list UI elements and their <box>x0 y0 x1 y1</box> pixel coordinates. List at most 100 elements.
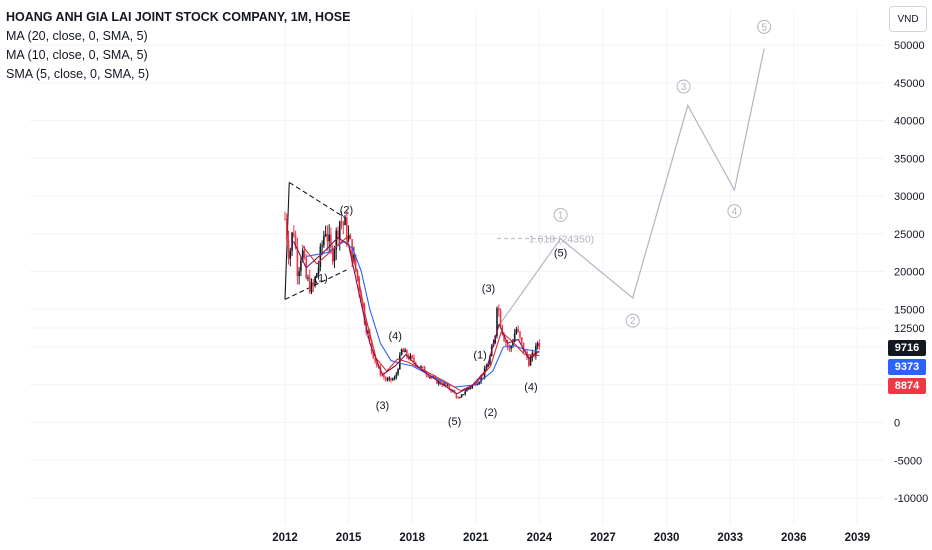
candle-body <box>485 366 488 369</box>
candle-body <box>328 234 330 242</box>
candle-body <box>317 267 320 274</box>
chart-title: HOANG ANH GIA LAI JOINT STOCK COMPANY, 1… <box>6 10 351 24</box>
candle-body <box>314 277 316 286</box>
price-axis: -10000-500005000100001250015000200002500… <box>894 40 928 505</box>
candle-body <box>384 377 387 380</box>
wave-label: (3) <box>482 283 495 295</box>
wave-labels: (2) (1) (4) (3) (5) (3) (1) (2) (4) (5) 1 2 3 4 5 <box>314 19 772 428</box>
candle-body <box>321 245 323 247</box>
candle-body <box>480 377 482 382</box>
candle-body <box>476 383 479 386</box>
candle-body <box>399 354 401 370</box>
x-tick-label: 2027 <box>590 532 616 544</box>
candle-body <box>400 349 403 355</box>
candle-body <box>300 260 302 272</box>
wave-label: (2) <box>340 205 353 217</box>
candle-body <box>285 218 288 241</box>
indicator-sma5-label[interactable]: SMA (5, close, 0, SMA, 5) <box>6 67 150 81</box>
candle-body <box>349 235 352 240</box>
chart-legend: HOANG ANH GIA LAI JOINT STOCK COMPANY, 1… <box>6 8 350 84</box>
candle-body <box>330 234 332 249</box>
chart-grid <box>30 10 884 525</box>
x-tick-label: 2015 <box>336 532 362 544</box>
time-axis: 2012 2015 2018 2021 2024 2027 2030 2033 2036 2039 <box>272 532 870 544</box>
candle-body <box>467 388 470 390</box>
fib-extension-label: 1.618 (24350) <box>529 234 594 246</box>
ma10-value-badge: 8874 <box>888 378 926 394</box>
triangle-upper-line <box>288 181 347 220</box>
wave-label-projected: 5 <box>761 22 767 33</box>
y-tick-label: 50000 <box>894 40 925 52</box>
candle-body <box>287 240 290 259</box>
candle-body <box>510 346 512 349</box>
candle-body <box>482 377 484 379</box>
candle-body <box>372 350 375 359</box>
candle-body <box>429 376 431 378</box>
candle-body <box>446 385 449 387</box>
candle-body <box>528 357 530 366</box>
candle-body <box>448 385 451 390</box>
candle-body <box>471 385 474 388</box>
candle-body <box>298 271 300 277</box>
candle-body <box>301 250 304 261</box>
candle-body <box>418 366 421 368</box>
ma20-line <box>306 240 540 388</box>
indicator-ma10-label[interactable]: MA (10, close, 0, SMA, 5) <box>6 48 148 62</box>
candle-body <box>460 394 463 398</box>
y-tick-label: 30000 <box>894 191 925 203</box>
candle-body <box>455 393 458 398</box>
candle-body <box>459 397 461 399</box>
wave-label-projected: 4 <box>732 207 738 218</box>
candle-body <box>496 308 498 336</box>
candle-body <box>393 377 396 380</box>
candle-body <box>294 236 297 248</box>
candle-body <box>406 350 408 357</box>
candle-body <box>337 230 339 240</box>
candle-body <box>346 218 348 240</box>
candle-body <box>404 350 406 353</box>
candle-body <box>420 366 422 368</box>
candle-body <box>413 357 415 363</box>
y-tick-label: 25000 <box>894 229 925 241</box>
chart-drawings: 1.618 (24350) <box>284 48 765 329</box>
ma20-value-badge: 9373 <box>888 359 926 375</box>
candle-body <box>370 339 373 351</box>
wave-label-projected: 3 <box>681 82 687 93</box>
candle-body <box>411 355 413 358</box>
candle-body <box>503 333 505 342</box>
candle-body <box>519 331 521 338</box>
candle-body <box>353 255 355 262</box>
candle-body <box>344 218 346 226</box>
wave-label: (1) <box>314 273 327 285</box>
x-tick-label: 2024 <box>527 532 553 544</box>
candle-body <box>538 343 541 348</box>
candle-body <box>308 277 311 293</box>
y-tick-label: 35000 <box>894 153 925 165</box>
candle-body <box>501 325 504 334</box>
wave-label: (5) <box>448 416 461 428</box>
candle-body <box>335 230 338 250</box>
candle-body <box>512 341 514 347</box>
y-tick-label: 40000 <box>894 116 925 128</box>
currency-selector[interactable]: VND <box>889 6 927 32</box>
candle-body <box>427 375 429 378</box>
candle-body <box>310 282 313 293</box>
candle-body <box>489 356 491 365</box>
candle-body <box>374 358 376 362</box>
candle-body <box>462 394 465 396</box>
wave-label: (2) <box>484 407 497 419</box>
candle-body <box>513 333 516 342</box>
candle-body <box>347 235 350 240</box>
candle-body <box>326 234 329 242</box>
candle-body <box>323 235 325 246</box>
candle-body <box>284 218 286 220</box>
candle-body <box>464 391 466 395</box>
candle-body <box>319 246 322 268</box>
indicator-ma20-label[interactable]: MA (20, close, 0, SMA, 5) <box>6 29 148 43</box>
x-tick-label: 2033 <box>717 532 743 544</box>
ma10-line <box>301 236 540 392</box>
wave-circle <box>676 79 691 94</box>
candle-body <box>390 377 392 381</box>
y-tick-label: -10000 <box>894 493 928 505</box>
